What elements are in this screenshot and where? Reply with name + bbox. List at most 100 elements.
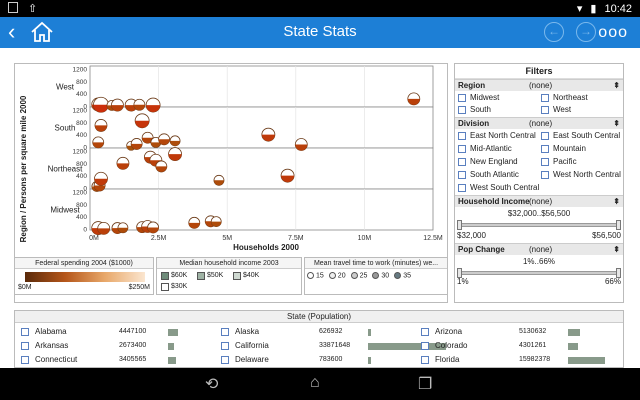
- data-point[interactable]: [130, 138, 143, 150]
- division-option[interactable]: New England: [458, 156, 518, 168]
- back-nav-icon[interactable]: ⟲: [205, 376, 219, 393]
- state-checkbox[interactable]: [221, 328, 229, 336]
- data-point[interactable]: [294, 138, 308, 151]
- data-point[interactable]: [124, 98, 138, 112]
- data-point[interactable]: [94, 171, 108, 186]
- state-row[interactable]: Arizona 5130632: [421, 326, 617, 338]
- checkbox[interactable]: [541, 157, 549, 166]
- data-point[interactable]: [155, 160, 168, 173]
- state-checkbox[interactable]: [421, 356, 429, 364]
- state-row[interactable]: Arkansas 2673400: [21, 340, 217, 352]
- income-slider-max-handle[interactable]: [616, 220, 621, 230]
- collapse-income-icon[interactable]: ⇞: [613, 197, 620, 206]
- state-row[interactable]: Colorado 4301261: [421, 340, 617, 352]
- checkbox[interactable]: [541, 93, 549, 102]
- data-point[interactable]: [147, 221, 160, 234]
- state-row[interactable]: Alaska 626932: [221, 326, 417, 338]
- data-point[interactable]: [145, 97, 161, 113]
- scatter-chart-panel[interactable]: Region / Persons per square mile 2000 Ho…: [14, 63, 448, 303]
- data-point[interactable]: [92, 136, 105, 149]
- checkbox[interactable]: [458, 93, 466, 102]
- data-point[interactable]: [188, 216, 201, 229]
- checkbox[interactable]: [541, 170, 549, 179]
- data-point[interactable]: [141, 131, 154, 144]
- region-option-midwest[interactable]: Midwest: [458, 92, 499, 104]
- checkbox[interactable]: [458, 157, 466, 166]
- data-point[interactable]: [213, 174, 225, 186]
- region-option-west[interactable]: West: [541, 104, 571, 116]
- checkbox[interactable]: [458, 170, 466, 179]
- popchange-range-text: 1%..66%: [522, 257, 556, 266]
- home-nav-icon[interactable]: ⌂: [310, 374, 320, 391]
- division-option[interactable]: West North Central: [541, 169, 621, 181]
- next-page-icon[interactable]: →: [576, 22, 596, 42]
- data-point[interactable]: [280, 168, 295, 183]
- state-checkbox[interactable]: [21, 328, 29, 336]
- state-checkbox[interactable]: [421, 342, 429, 350]
- back-icon[interactable]: ‹: [8, 19, 16, 44]
- data-point[interactable]: [407, 92, 421, 106]
- state-checkbox[interactable]: [21, 342, 29, 350]
- division-option[interactable]: Pacific: [541, 156, 577, 168]
- region-option-northeast[interactable]: Northeast: [541, 92, 588, 104]
- state-checkbox[interactable]: [21, 356, 29, 364]
- popchange-slider-track[interactable]: [459, 271, 619, 275]
- checkbox[interactable]: [541, 105, 549, 114]
- checkbox[interactable]: [541, 144, 549, 153]
- more-options-icon[interactable]: ooo: [598, 24, 628, 41]
- data-point[interactable]: [111, 98, 124, 112]
- data-point[interactable]: [168, 147, 182, 161]
- division-option[interactable]: Mountain: [541, 143, 586, 155]
- collapse-division-icon[interactable]: ⇞: [613, 119, 620, 128]
- data-point[interactable]: [261, 127, 276, 142]
- division-filter-value[interactable]: (none): [529, 119, 553, 128]
- data-point[interactable]: [134, 113, 150, 129]
- popchange-filter-header[interactable]: Pop Change (none) ⇞: [455, 243, 623, 255]
- data-point[interactable]: [210, 216, 222, 228]
- income-filter-header[interactable]: Household Income (none) ⇞: [455, 195, 623, 207]
- collapse-region-icon[interactable]: ⇞: [613, 81, 620, 90]
- data-point[interactable]: [117, 222, 129, 234]
- state-row[interactable]: Alabama 4447100: [21, 326, 217, 338]
- income-slider-track[interactable]: [459, 223, 619, 227]
- data-point[interactable]: [133, 98, 146, 111]
- division-option[interactable]: East North Central: [458, 130, 536, 142]
- state-row[interactable]: Florida 15982378: [421, 354, 617, 366]
- popchange-slider-max-handle[interactable]: [616, 268, 621, 278]
- data-point[interactable]: [158, 133, 170, 146]
- checkbox[interactable]: [458, 105, 466, 114]
- collapse-popchange-icon[interactable]: ⇞: [613, 245, 620, 254]
- state-row[interactable]: Delaware 783600: [221, 354, 417, 366]
- data-point[interactable]: [94, 119, 108, 132]
- checkbox[interactable]: [458, 144, 466, 153]
- data-point[interactable]: [97, 221, 111, 235]
- checkbox[interactable]: [458, 131, 466, 140]
- division-option[interactable]: South Atlantic: [458, 169, 519, 181]
- division-option[interactable]: Mid-Atlantic: [458, 143, 512, 155]
- recent-apps-icon[interactable]: ❐: [418, 376, 433, 393]
- state-checkbox[interactable]: [421, 328, 429, 336]
- income-filter-value[interactable]: (none): [529, 197, 553, 206]
- home-icon[interactable]: [30, 21, 54, 43]
- division-option[interactable]: East South Central: [541, 130, 620, 142]
- data-point[interactable]: [93, 96, 109, 113]
- division-filter-header[interactable]: Division (none) ⇞: [455, 117, 623, 129]
- data-point[interactable]: [116, 156, 130, 170]
- division-option[interactable]: West South Central: [458, 182, 539, 194]
- region-label: South: [55, 124, 76, 133]
- state-row[interactable]: Connecticut 3405565: [21, 354, 217, 366]
- income-slider-min-handle[interactable]: [457, 220, 462, 230]
- state-checkbox[interactable]: [221, 342, 229, 350]
- popchange-filter-value[interactable]: (none): [529, 245, 553, 254]
- scatter-chart[interactable]: Region / Persons per square mile 2000 Ho…: [15, 64, 447, 302]
- region-option-south[interactable]: South: [458, 104, 491, 116]
- state-checkbox[interactable]: [221, 356, 229, 364]
- region-filter-header[interactable]: Region (none) ⇞: [455, 79, 623, 91]
- popchange-slider-min-handle[interactable]: [457, 268, 462, 278]
- region-filter-value[interactable]: (none): [529, 81, 553, 90]
- previous-page-icon[interactable]: ←: [544, 22, 564, 42]
- checkbox[interactable]: [541, 131, 549, 140]
- checkbox[interactable]: [458, 183, 466, 192]
- state-row[interactable]: California 33871648: [221, 340, 446, 352]
- data-point[interactable]: [169, 135, 181, 147]
